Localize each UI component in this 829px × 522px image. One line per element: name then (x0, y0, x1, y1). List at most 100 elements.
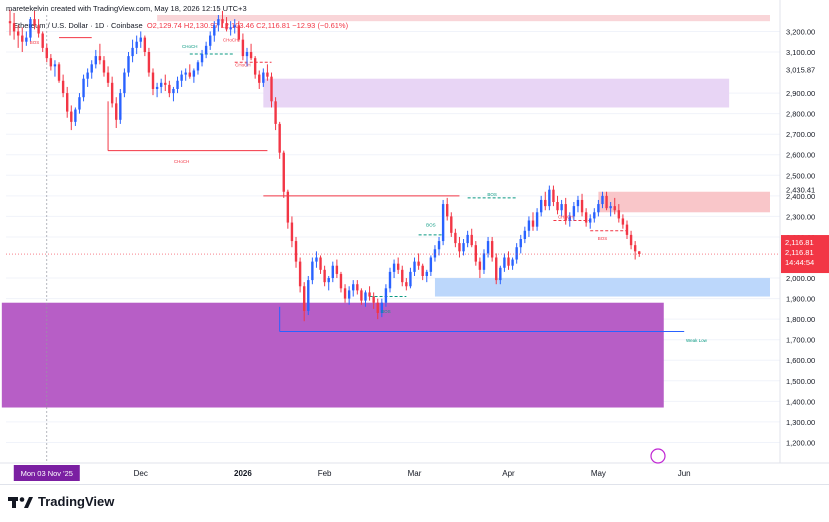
candle-body (21, 35, 24, 42)
candle-body (589, 218, 592, 223)
top-red-zone (157, 15, 770, 22)
candle-body (356, 284, 359, 291)
time-tick-label: Apr (502, 469, 515, 478)
candle-body (535, 212, 539, 227)
candle-body (94, 56, 98, 65)
candle-body (258, 74, 261, 83)
candle-body (241, 39, 245, 57)
candle-body (458, 243, 461, 252)
candle-body (613, 206, 616, 211)
candle-body (519, 239, 522, 248)
candle-body (53, 64, 57, 67)
symbol-legend: Ethereum / U.S. Dollar · 1D · Coinbase O… (13, 21, 348, 30)
chart-header-created: maretekelvin created with TradingView.co… (6, 4, 247, 13)
candle-body (266, 72, 269, 77)
candle-body (527, 220, 531, 231)
price-marker-label: 3,015.87 (786, 65, 815, 74)
candle-body (302, 286, 306, 311)
crosshair-date-label: Mon 03 Nov '25 (21, 469, 73, 478)
candle-body (384, 288, 388, 303)
candle-body (327, 278, 330, 283)
structure-label: BOS (426, 223, 436, 228)
structure-label: BOS (598, 236, 608, 241)
candle-body (617, 210, 621, 219)
candle-body (638, 251, 641, 255)
candle-body (16, 31, 20, 36)
price-tick-label: 1,800.00 (786, 315, 815, 324)
tradingview-logo[interactable]: TradingView (8, 494, 114, 509)
candle-body (315, 257, 318, 262)
candle-body (176, 80, 179, 89)
candle-body (466, 234, 469, 244)
candle-body (633, 245, 637, 252)
last-price-label: 14:44:54 (785, 258, 814, 267)
structure-label: Weak Low (686, 338, 708, 343)
last-price-label: 2,116.81 (785, 248, 814, 257)
candle-body (262, 72, 265, 83)
structure-label: CHoCH (223, 38, 239, 43)
candle-body (360, 290, 363, 301)
candle-body (507, 257, 510, 266)
candle-body (200, 54, 204, 63)
candle-body (433, 249, 437, 258)
candle-body (499, 267, 502, 281)
candle-body (396, 263, 400, 270)
candle-body (172, 88, 175, 94)
candle-body (290, 222, 294, 242)
candle-body (237, 25, 241, 40)
candle-body (274, 101, 277, 124)
candle-body (159, 82, 163, 87)
candle-body (29, 19, 32, 38)
candle-body (37, 25, 40, 34)
candle-body (90, 64, 93, 73)
candle-body (66, 93, 69, 112)
candle-body (372, 296, 375, 303)
candle-body (192, 70, 196, 77)
candle-body (82, 78, 85, 98)
structure-label: CHoCH (558, 214, 574, 219)
candle-body (12, 23, 16, 32)
candle-body (282, 152, 285, 192)
candle-body (135, 41, 138, 48)
candle-body (123, 72, 126, 94)
candle-body (184, 72, 187, 75)
tradingview-logo-icon (8, 496, 33, 508)
candle-body (25, 37, 28, 42)
candle-body (33, 19, 36, 26)
candle-body (490, 241, 494, 258)
candle-body (127, 56, 130, 73)
candle-body (446, 204, 449, 217)
candle-body (335, 265, 339, 274)
candle-body (151, 72, 155, 89)
price-tick-label: 2,600.00 (786, 151, 815, 160)
price-tick-label: 3,200.00 (786, 27, 815, 36)
candle-body (294, 241, 298, 262)
candle-body (450, 216, 453, 233)
candle-body (196, 62, 200, 71)
candle-body (143, 37, 147, 52)
candle-body (482, 253, 486, 270)
candle-body (323, 269, 326, 283)
candle-body (515, 247, 518, 260)
demand-zone-large (1, 302, 664, 408)
candle-body (106, 72, 110, 83)
time-tick-label: Dec (134, 469, 148, 478)
candle-body (213, 25, 216, 36)
price-tick-label: 1,200.00 (786, 438, 815, 447)
candle-body (347, 290, 351, 299)
candle-body (531, 220, 535, 227)
price-chart[interactable]: CHoCH CHoCH CHoCH CHoCH BOS BOS BOS BOS CHoCH BOS… (0, 0, 829, 484)
candle-body (454, 232, 457, 244)
footer-bar: TradingView (0, 484, 829, 522)
symbol-name: Ethereum / U.S. Dollar · 1D · Coinbase (13, 21, 143, 30)
candle-body (168, 84, 171, 94)
price-tick-label: 2,800.00 (786, 110, 815, 119)
candle-body (388, 271, 392, 289)
candle-body (539, 199, 543, 213)
candle-body (417, 261, 420, 266)
candle-body (249, 51, 253, 59)
demand-zone-blue (434, 278, 770, 297)
candle-body (593, 212, 596, 219)
price-tick-label: 2,700.00 (786, 130, 815, 139)
candle-body (98, 56, 102, 61)
